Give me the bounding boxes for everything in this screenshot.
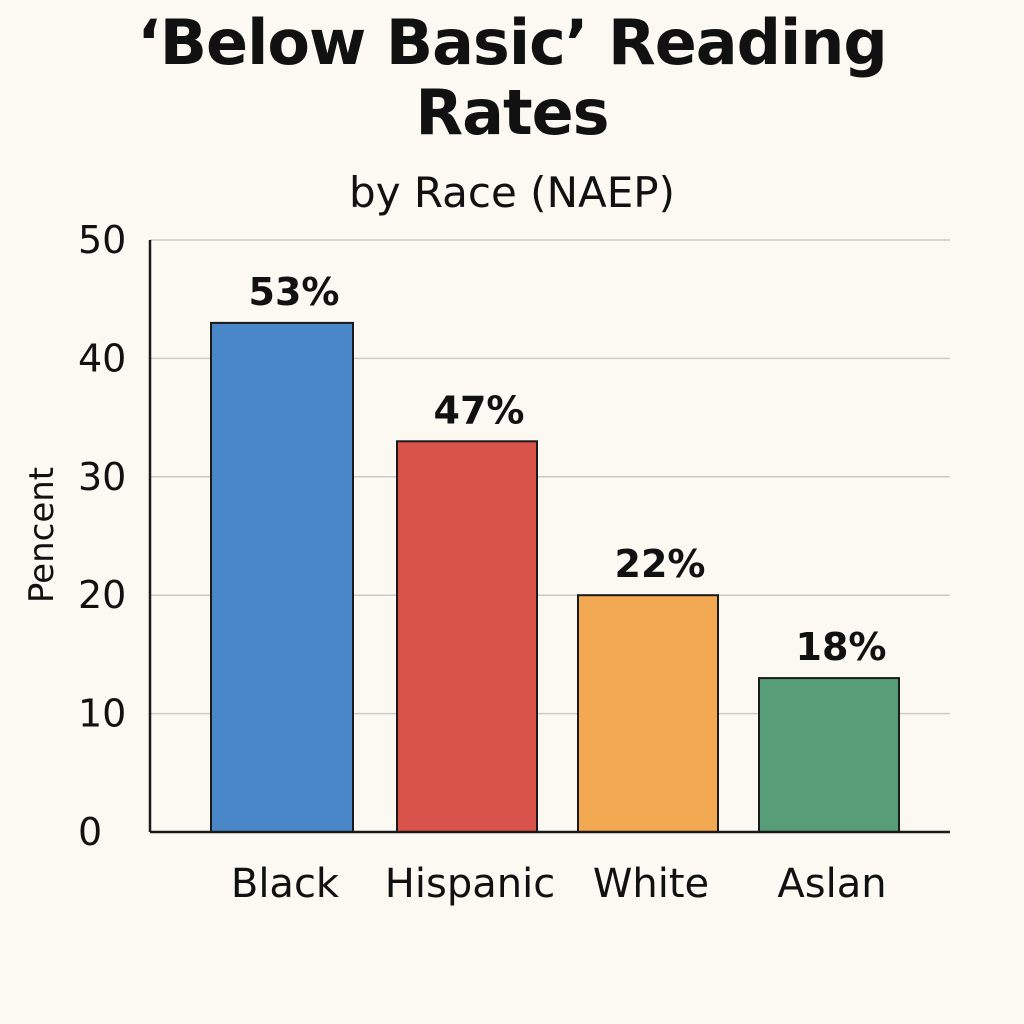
y-tick-label: 40 — [78, 336, 126, 380]
data-label: 53% — [249, 270, 340, 314]
data-label: 47% — [434, 388, 525, 432]
chart-title-line2: Rates — [415, 76, 609, 149]
x-tick-label: White — [593, 861, 709, 907]
bar-aslan — [758, 677, 900, 834]
y-tick-label: 20 — [78, 573, 126, 617]
data-label: 18% — [796, 625, 887, 669]
y-tick-label: 10 — [78, 692, 126, 736]
bar-white — [577, 594, 719, 834]
labels: 0 10 20 30 40 50 53% Black 47% Hispanic 22% White 18… — [78, 218, 887, 907]
y-tick-label: 30 — [78, 455, 126, 499]
x-tick-label: Hispanic — [385, 861, 555, 907]
bar-black — [210, 321, 354, 833]
data-label: 22% — [615, 542, 706, 586]
y-tick-label: 50 — [78, 218, 126, 262]
chart-title: ‘Below Basic’ Reading Rates — [0, 8, 1024, 148]
y-tick-label: 0 — [78, 810, 102, 854]
bars — [210, 321, 900, 834]
chart-subtitle: by Race (NAEP) — [349, 168, 675, 217]
x-tick-label: Aslan — [777, 861, 886, 907]
axes — [148, 240, 950, 834]
chart-title-line1: ‘Below Basic’ Reading — [137, 6, 888, 79]
x-tick-label: Black — [231, 861, 340, 907]
bar-hispanic — [396, 440, 538, 833]
